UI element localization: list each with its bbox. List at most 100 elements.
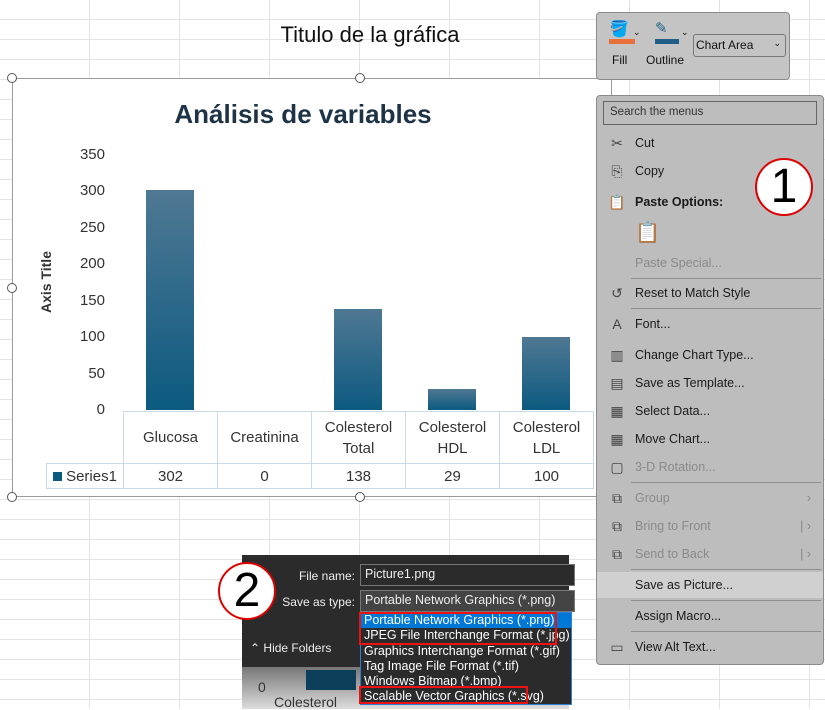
data-value: 29	[405, 463, 500, 489]
alt-text-icon: ▭	[610, 639, 624, 655]
menu-item-label: Group	[635, 491, 670, 505]
menu-item-paste-special[interactable]: Paste Special...	[597, 250, 722, 276]
menu-item-send-to-back[interactable]: ⧉ Send to Back	[597, 541, 709, 567]
menu-item-label: Paste Options:	[635, 195, 724, 209]
menu-item-change-chart-type[interactable]: ▥ Change Chart Type...	[597, 342, 754, 368]
resize-handle[interactable]	[7, 492, 17, 502]
menu-item-move-chart[interactable]: ▦ Move Chart...	[597, 426, 710, 452]
file-type-option[interactable]: JPEG File Interchange Format (*.jpg)	[364, 628, 570, 643]
submenu-arrow-icon[interactable]: | ›	[800, 519, 811, 533]
category-label-line: Creatinina	[230, 429, 299, 446]
data-table-corner	[46, 411, 124, 464]
menu-item-label: Save as Picture...	[635, 578, 733, 592]
resize-handle[interactable]	[7, 283, 17, 293]
copy-icon: ⎘	[611, 163, 623, 179]
y-tick-label: 200	[79, 255, 105, 273]
legend-series1: Series1	[46, 463, 124, 489]
chart-area[interactable]: Análisis de variables Axis Title 0 50 100 1…	[7, 73, 612, 502]
category-label-line: Colesterol	[418, 418, 487, 436]
file-type-option[interactable]: Scalable Vector Graphics (*.svg)	[364, 689, 544, 704]
chart-title[interactable]: Análisis de variables	[174, 99, 432, 129]
menu-item-label: Save as Template...	[635, 376, 745, 390]
paste-keep-format-icon[interactable]: 📋	[635, 222, 660, 244]
legend-swatch	[53, 471, 63, 481]
resize-handle[interactable]	[355, 492, 365, 502]
menu-separator	[631, 600, 821, 601]
y-tick-label: 50	[88, 364, 105, 382]
menu-item-save-as-template[interactable]: ▤ Save as Template...	[597, 370, 745, 396]
y-axis-title[interactable]: Axis Title	[38, 251, 54, 313]
outline-pen-icon[interactable]: ✎	[655, 20, 668, 37]
menu-item-assign-macro[interactable]: Assign Macro...	[597, 603, 721, 629]
file-type-option[interactable]: Graphics Interchange Format (*.gif)	[364, 643, 560, 658]
fill-button[interactable]: Fill	[612, 53, 628, 67]
file-type-option[interactable]: Portable Network Graphics (*.png)	[361, 613, 571, 629]
menu-item-cut[interactable]: ✂ Cut	[597, 130, 654, 156]
menu-item-view-alt-text[interactable]: ▭ View Alt Text...	[597, 634, 716, 660]
menu-item-label: Cut	[635, 136, 655, 150]
hide-folders-button[interactable]: ⌃ Hide Folders	[250, 641, 331, 655]
menu-separator	[631, 631, 821, 632]
select-data-icon: ▦	[610, 403, 624, 419]
menu-separator	[631, 278, 821, 279]
submenu-arrow-icon[interactable]: ›	[806, 491, 811, 505]
outline-color-swatch	[655, 39, 679, 44]
file-type-option[interactable]: Tag Image File Format (*.tif)	[364, 658, 519, 673]
file-type-option[interactable]: Windows Bitmap (*.bmp)	[364, 674, 502, 689]
category-label-line: Colesterol	[512, 418, 581, 436]
chevron-up-icon: ⌃	[250, 641, 261, 655]
menu-item-save-as-picture[interactable]: Save as Picture...	[597, 572, 733, 598]
rotation-icon: ▢	[610, 459, 624, 475]
menu-item-reset-to-match-style[interactable]: ↺ Reset to Match Style	[597, 280, 750, 306]
category-label: Colesterol HDL	[405, 411, 500, 464]
data-value: 0	[217, 463, 312, 489]
menu-item-label: Bring to Front	[635, 519, 711, 533]
resize-handle[interactable]	[355, 73, 365, 83]
menu-search-input[interactable]: Search the menus	[603, 101, 817, 125]
bring-front-icon: ⧉	[612, 518, 622, 534]
highlight-box-raster	[359, 612, 557, 645]
menu-item-group[interactable]: ⧉ Group	[597, 485, 670, 511]
menu-item-label: Select Data...	[635, 404, 711, 418]
scissors-icon: ✂	[611, 135, 623, 151]
group-icon: ⧉	[612, 490, 622, 506]
chart-element-select-value: Chart Area	[696, 38, 754, 52]
menu-item-label: View Alt Text...	[635, 640, 716, 654]
step-badge-1: 1	[755, 158, 813, 216]
submenu-arrow-icon[interactable]: | ›	[800, 547, 811, 561]
menu-item-label: Font...	[635, 317, 671, 331]
save-type-dropdown-list[interactable]: Portable Network Graphics (*.png) JPEG Fi…	[360, 612, 572, 705]
menu-item-font[interactable]: A Font...	[597, 311, 670, 337]
file-name-input[interactable]: Picture1.png	[360, 564, 575, 586]
menu-item-label: Assign Macro...	[635, 609, 722, 623]
y-tick-label: 0	[96, 401, 105, 418]
mini-toolbar: 🪣 ⌄ Fill ✎ ⌄ Outline Chart Area ⌄	[596, 12, 790, 80]
step-badge-2: 2	[218, 562, 276, 620]
bar-glucosa[interactable]	[146, 189, 194, 410]
chevron-down-icon: ⌄	[773, 38, 781, 48]
menu-item-select-data[interactable]: ▦ Select Data...	[597, 398, 710, 424]
save-type-label: Save as type:	[282, 595, 355, 609]
fill-chevron-icon[interactable]: ⌄	[633, 27, 641, 37]
resize-handle[interactable]	[7, 73, 17, 83]
menu-item-3-d-rotation[interactable]: ▢ 3-D Rotation...	[597, 454, 715, 480]
outline-button[interactable]: Outline	[646, 53, 685, 67]
save-type-select[interactable]: Portable Network Graphics (*.png)	[360, 590, 575, 612]
fill-bucket-icon[interactable]: 🪣	[609, 21, 629, 38]
bar-colesterol-total[interactable]	[334, 309, 382, 410]
menu-item-copy[interactable]: ⎘ Copy	[597, 158, 664, 184]
template-icon: ▤	[610, 375, 624, 391]
bar-colesterol-ldl[interactable]	[522, 337, 570, 410]
menu-item-label: Send to Back	[635, 547, 710, 561]
category-label-line: Glucosa	[142, 429, 199, 446]
menu-item-bring-to-front[interactable]: ⧉ Bring to Front	[597, 513, 711, 539]
chart-type-icon: ▥	[610, 347, 624, 363]
category-label-line: LDL	[532, 439, 561, 457]
menu-item-label: Paste Special...	[635, 256, 722, 270]
menu-item-label: Change Chart Type...	[635, 348, 754, 362]
font-icon: A	[612, 316, 622, 332]
outline-chevron-icon[interactable]: ⌄	[681, 27, 689, 37]
category-label-line: Colesterol	[324, 418, 393, 436]
bar-colesterol-hdl[interactable]	[428, 388, 476, 410]
chart-element-select[interactable]: Chart Area ⌄	[693, 34, 786, 57]
